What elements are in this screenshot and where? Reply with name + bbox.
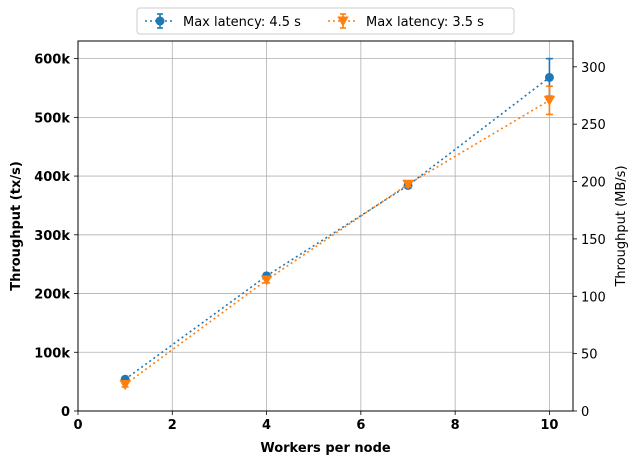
y-axis-left: 0 100k 200k 300k 400k 500k 600k	[34, 53, 78, 420]
legend-marker	[337, 16, 349, 27]
x-tick-label: 8	[451, 418, 460, 433]
y2-tick-label: 0	[581, 405, 589, 420]
x-tick-label: 2	[168, 418, 177, 433]
x-axis-title: Workers per node	[260, 441, 391, 456]
y2-tick-label: 150	[581, 233, 606, 248]
x-tick-label: 0	[73, 418, 82, 433]
y2-tick-label: 300	[581, 61, 606, 76]
series-1	[120, 57, 554, 384]
y2-tick-label: 100	[581, 290, 606, 305]
grid	[77, 41, 573, 412]
x-axis: 0 2 4 6 8 10	[73, 411, 558, 433]
y-tick-label: 400k	[34, 170, 70, 185]
series-line	[124, 99, 550, 386]
y2-tick-label: 50	[581, 348, 598, 363]
y2-axis-title: Throughput (MB/s)	[614, 165, 629, 287]
y-tick-label: 200k	[34, 288, 70, 303]
y-axis-title: Throughput (tx/s)	[9, 161, 24, 291]
y2-tick-label: 200	[581, 176, 606, 191]
y-tick-label: 600k	[34, 53, 70, 68]
data-point	[544, 72, 554, 82]
data-point	[260, 275, 273, 286]
legend-label: Max latency: 3.5 s	[366, 15, 484, 30]
series-layer	[119, 57, 556, 391]
legend-item-1: Max latency: 4.5 s	[145, 13, 301, 30]
x-tick-label: 4	[262, 418, 271, 433]
y-tick-label: 0	[61, 405, 70, 420]
plot-frame	[77, 40, 574, 412]
y2-tick-label: 250	[581, 118, 606, 133]
data-point	[402, 179, 414, 191]
x-tick-label: 6	[356, 418, 365, 433]
series-line	[124, 76, 550, 380]
y-tick-label: 500k	[34, 111, 70, 126]
x-tick-label: 10	[540, 418, 558, 433]
legend: Max latency: 4.5 s Max latency: 3.5 s	[136, 7, 515, 35]
legend-marker	[155, 16, 165, 26]
y-tick-label: 300k	[34, 229, 70, 244]
legend-box	[136, 7, 515, 35]
y-axis-right: 0 50 100 150 200 250 300	[573, 61, 606, 420]
data-point	[543, 95, 556, 107]
y-tick-label: 100k	[34, 346, 70, 361]
series-2	[119, 85, 556, 391]
legend-item-2: Max latency: 3.5 s	[328, 13, 484, 30]
legend-label: Max latency: 4.5 s	[183, 15, 301, 30]
data-point	[119, 380, 131, 391]
